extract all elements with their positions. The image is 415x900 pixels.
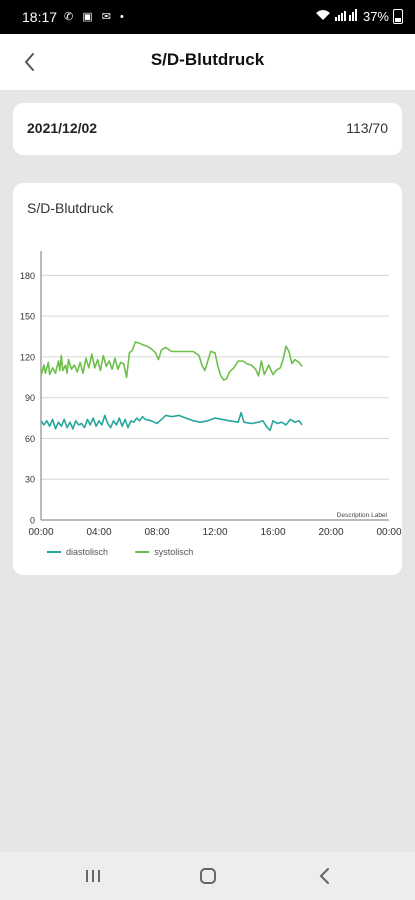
legend-label-diastolisch: diastolisch	[66, 547, 108, 557]
description-label: Description Label	[337, 512, 388, 519]
recents-icon	[86, 870, 100, 882]
chart-title: S/D-Blutdruck	[27, 200, 114, 216]
x-tick-label: 08:00	[144, 527, 169, 538]
y-tick-label: 180	[20, 271, 35, 281]
status-bar: 18:17 ✆ ▣ ✉ • 37%	[0, 0, 415, 34]
blood-pressure-chart[interactable]: 0 30 60 90 120 150 180 00:00 04:00 08:00 12:00 16:0…	[13, 183, 402, 575]
series-line-systolisch	[40, 341, 303, 381]
y-tick-label: 90	[25, 393, 35, 403]
reading-card[interactable]: 2021/12/02 113/70	[13, 103, 402, 155]
status-right: 37%	[315, 9, 403, 24]
battery-level: 37%	[362, 9, 389, 24]
reading-value: 113/70	[346, 120, 388, 136]
x-tick-label: 00:00	[376, 527, 401, 538]
system-nav-bar	[0, 852, 415, 900]
y-tick-label: 150	[20, 312, 35, 322]
x-tick-label: 04:00	[86, 527, 111, 538]
nav-back-button[interactable]	[311, 864, 339, 888]
app-header: S/D-Blutdruck	[0, 34, 415, 90]
chevron-left-icon	[24, 53, 34, 71]
recents-button[interactable]	[79, 864, 107, 888]
x-tick-label: 16:00	[260, 527, 285, 538]
legend-label-systolisch: systolisch	[154, 547, 193, 557]
back-icon	[319, 868, 329, 884]
chart-card: S/D-Blutdruck 0 30 60 90 120 150 180 00:00 04:00…	[13, 183, 402, 575]
status-time: 18:17	[22, 9, 58, 25]
wifi-icon	[315, 9, 331, 24]
battery-icon	[393, 9, 403, 24]
y-tick-label: 60	[25, 434, 35, 444]
back-button[interactable]	[18, 48, 42, 76]
page-title: S/D-Blutdruck	[150, 50, 265, 69]
y-tick-label: 0	[30, 516, 35, 526]
series-line-diastolisch	[40, 411, 303, 432]
home-button[interactable]	[194, 864, 222, 888]
x-tick-label: 00:00	[28, 527, 53, 538]
notification-icons: ✆ ▣ ✉ •	[64, 11, 127, 23]
x-tick-label: 20:00	[318, 527, 343, 538]
home-icon	[200, 868, 216, 884]
y-tick-label: 120	[20, 352, 35, 362]
reading-date: 2021/12/02	[27, 120, 98, 136]
signal-icon	[334, 9, 359, 24]
x-tick-label: 12:00	[202, 527, 227, 538]
y-tick-label: 30	[25, 475, 35, 485]
